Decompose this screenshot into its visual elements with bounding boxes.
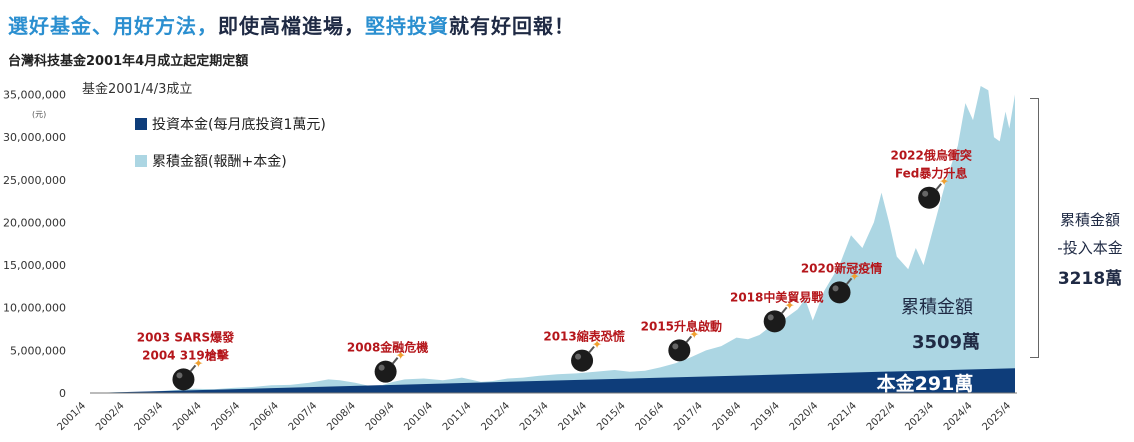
x-tick-label: 2012/4 [479, 400, 512, 433]
y-unit-label: (元) [32, 110, 46, 119]
headline-part-4: 就有好回報！ [449, 14, 575, 38]
y-tick-label: 5,000,000 [10, 344, 66, 357]
bomb-highlight [176, 372, 183, 379]
spark-icon: ✦ [785, 298, 795, 312]
event-label: 2004 319槍擊 [142, 347, 230, 362]
spark-icon: ✦ [592, 338, 602, 352]
y-tick-label: 15,000,000 [3, 259, 66, 272]
headline-part-3: 堅持投資 [365, 14, 449, 38]
x-tick-label: 2008/4 [325, 400, 358, 433]
event-label: Fed暴力升息 [895, 166, 967, 181]
spark-icon: ✦ [689, 327, 699, 341]
y-tick-label: 0 [59, 387, 66, 400]
bomb-fuse [845, 277, 853, 286]
principal-area [90, 368, 1015, 393]
accumulated-amount-area [90, 86, 1015, 393]
event-label: 2003 SARS爆發 [137, 329, 235, 344]
bomb-highlight [922, 190, 929, 197]
bomb-highlight [832, 285, 839, 292]
x-tick-label: 2014/4 [557, 400, 590, 433]
bomb-fuse [391, 357, 399, 365]
x-tick-label: 2016/4 [634, 400, 667, 433]
legend-swatch-accumulated [135, 155, 147, 167]
x-tick-label: 2013/4 [518, 400, 551, 433]
x-tick-label: 2019/4 [749, 400, 782, 433]
bomb-highlight [378, 364, 385, 371]
x-tick-label: 2020/4 [788, 400, 821, 433]
accumulated-label: 累積金額 [901, 297, 973, 318]
difference-note-line-1: 累積金額 [1059, 211, 1120, 229]
x-tick-label: 2001/4 [55, 400, 88, 433]
x-tick-label: 2009/4 [364, 400, 397, 433]
headline: 選好基金、用好方法，即使高檔進場，堅持投資就有好回報！ [8, 10, 575, 39]
difference-note-line-2: -投入本金 [1057, 239, 1123, 257]
x-tick-label: 2004/4 [171, 400, 204, 433]
headline-part-1: 選好基金、用好方法， [8, 14, 218, 38]
headline-part-2: 即使高檔進場， [218, 14, 365, 38]
x-tick-label: 2010/4 [402, 400, 435, 433]
event-label: 2013縮表恐慌 [543, 329, 624, 344]
x-tick-label: 2017/4 [672, 400, 705, 433]
event-label: 2018中美貿易戰 [730, 289, 823, 304]
x-tick-label: 2024/4 [942, 400, 975, 433]
legend-label-accumulated: 累積金額(報酬+本金) [152, 154, 287, 170]
x-tick-label: 2015/4 [595, 400, 628, 433]
difference-value: 3218萬 [1057, 269, 1123, 289]
x-tick-label: 2023/4 [903, 400, 936, 433]
bomb-fuse [685, 335, 693, 344]
event-label: 2015升息啟動 [641, 318, 722, 333]
bomb-fuse [189, 364, 197, 372]
legend-swatch-principal [135, 118, 147, 130]
bomb-fuse [780, 306, 788, 315]
x-tick-label: 2025/4 [980, 400, 1013, 433]
spark-icon: ✦ [396, 349, 406, 363]
y-tick-label: 25,000,000 [3, 174, 66, 187]
y-tick-label: 10,000,000 [3, 302, 66, 315]
chart-subtitle: 台灣科技基金2001年4月成立起定期定額 [8, 54, 249, 69]
x-tick-label: 2006/4 [248, 400, 281, 433]
accumulated-value: 3509萬 [912, 332, 980, 353]
principal-label: 本金291萬 [877, 372, 974, 395]
bomb-highlight [767, 314, 774, 321]
y-tick-label: 20,000,000 [3, 216, 66, 229]
bomb-fuse [935, 183, 942, 191]
x-tick-label: 2005/4 [210, 400, 243, 433]
spark-icon: ✦ [939, 175, 949, 189]
x-tick-label: 2011/4 [441, 400, 474, 433]
y-tick-label: 30,000,000 [3, 131, 66, 144]
difference-bracket [1030, 98, 1039, 358]
x-tick-label: 2002/4 [94, 400, 127, 433]
x-tick-label: 2018/4 [711, 400, 744, 433]
bomb-fuse [588, 345, 595, 354]
legend-label-principal: 投資本金(每月底投資1萬元) [152, 117, 326, 133]
fund-start-note: 基金2001/4/3成立 [82, 81, 192, 97]
difference-note: 累積金額 -投入本金 3218萬 [1048, 206, 1132, 294]
event-label: 2008金融危機 [347, 340, 428, 355]
x-tick-label: 2003/4 [133, 400, 166, 433]
y-tick-label: 35,000,000 [3, 89, 66, 102]
event-label: 2022俄烏衝突 [890, 148, 971, 163]
spark-icon: ✦ [193, 356, 203, 370]
bomb-highlight [672, 343, 679, 350]
x-tick-label: 2007/4 [287, 400, 320, 433]
x-tick-label: 2021/4 [826, 400, 859, 433]
bomb-highlight [575, 353, 582, 360]
spark-icon: ✦ [850, 269, 860, 283]
event-label: 2020新冠疫情 [801, 260, 882, 275]
x-tick-label: 2022/4 [865, 400, 898, 433]
